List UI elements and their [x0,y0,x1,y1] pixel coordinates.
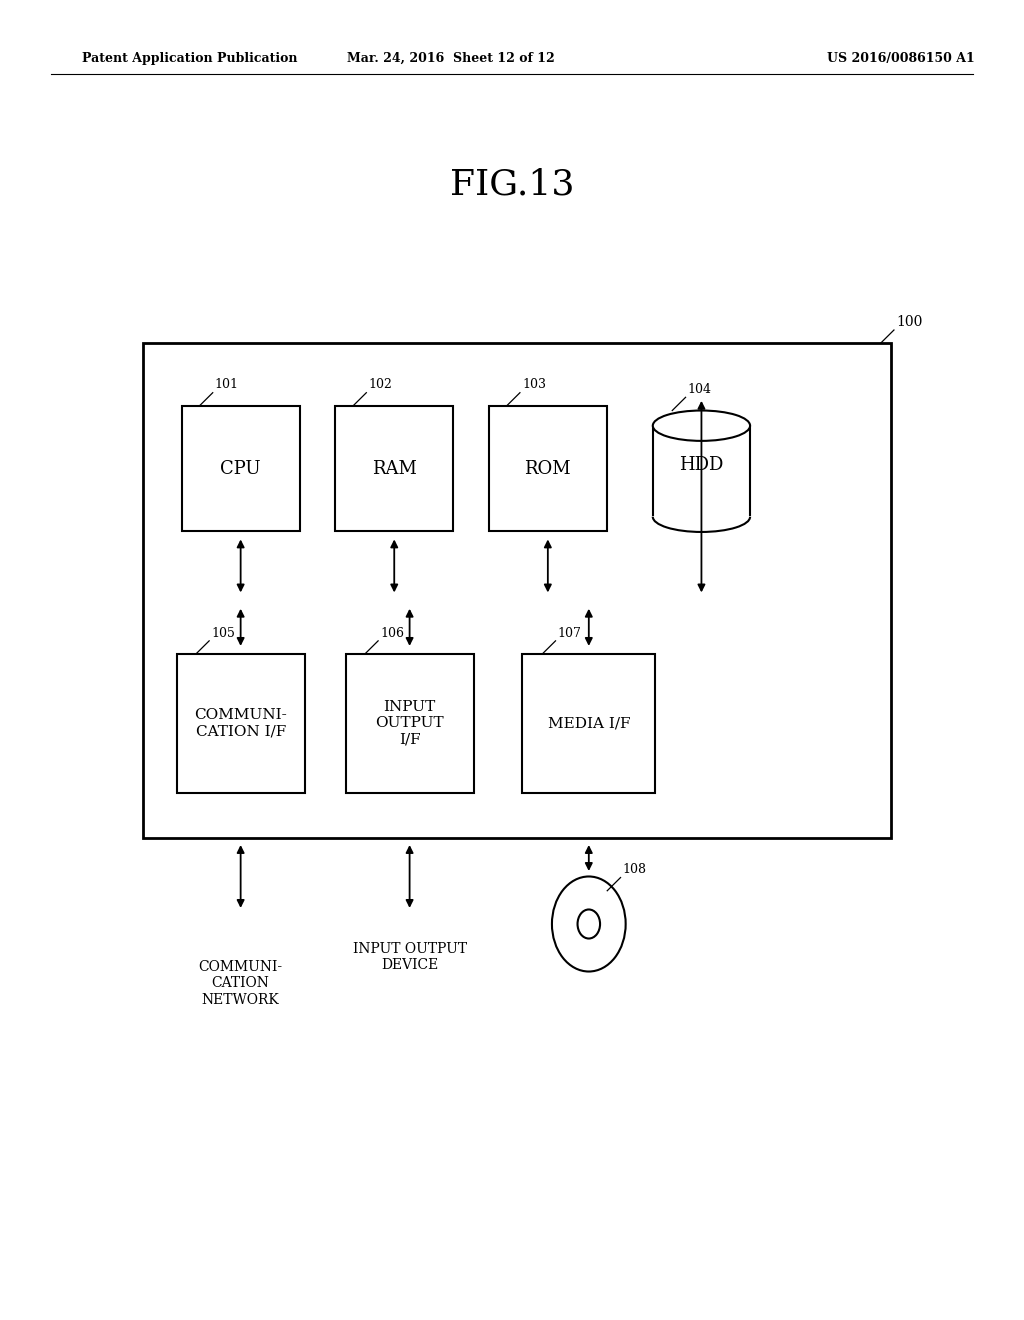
Bar [489,407,606,531]
Text: ROM: ROM [524,459,571,478]
Circle shape [578,909,600,939]
Text: 105: 105 [211,627,236,639]
Ellipse shape [653,411,750,441]
Bar [336,407,453,531]
Text: INPUT OUTPUT
DEVICE: INPUT OUTPUT DEVICE [352,942,467,972]
Text: Patent Application Publication: Patent Application Publication [82,51,297,65]
Bar [522,653,655,792]
Text: 104: 104 [688,383,712,396]
Text: 103: 103 [522,379,546,391]
Text: 107: 107 [557,627,582,639]
Text: 102: 102 [369,379,392,391]
Text: 108: 108 [623,863,646,876]
Text: CPU: CPU [220,459,261,478]
Bar [176,653,305,792]
Text: COMMUNI-
CATION
NETWORK: COMMUNI- CATION NETWORK [199,960,283,1007]
Text: FIG.13: FIG.13 [450,168,574,202]
Text: MEDIA I/F: MEDIA I/F [548,717,630,730]
Text: INPUT
OUTPUT
I/F: INPUT OUTPUT I/F [375,700,444,747]
Text: COMMUNI-
CATION I/F: COMMUNI- CATION I/F [195,709,287,738]
Bar [182,407,299,531]
Text: Mar. 24, 2016  Sheet 12 of 12: Mar. 24, 2016 Sheet 12 of 12 [347,51,554,65]
Text: 106: 106 [380,627,404,639]
Text: RAM: RAM [372,459,417,478]
Bar [143,343,891,838]
Text: US 2016/0086150 A1: US 2016/0086150 A1 [827,51,975,65]
Text: 100: 100 [896,314,923,329]
Text: 101: 101 [215,379,239,391]
Bar [346,653,473,792]
Text: HDD: HDD [679,455,724,474]
Circle shape [552,876,626,972]
